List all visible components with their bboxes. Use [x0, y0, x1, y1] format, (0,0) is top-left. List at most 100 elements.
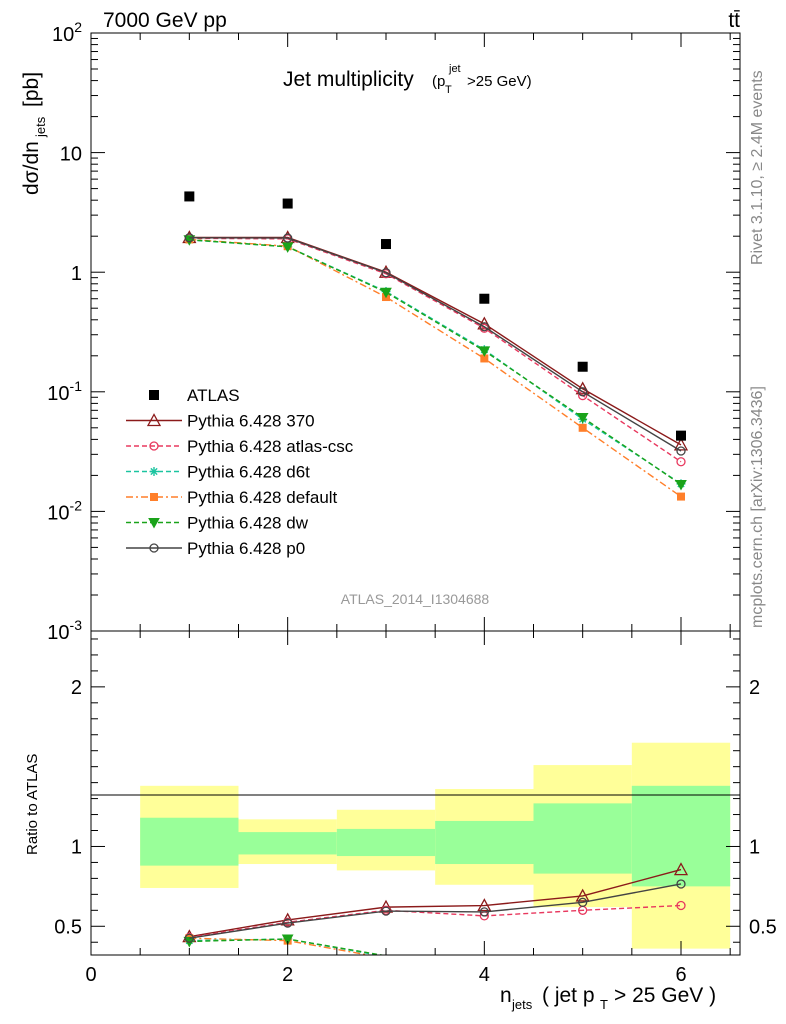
- main-series-point: [380, 287, 392, 299]
- legend-marker: [148, 518, 160, 529]
- ratio-series-point: [283, 918, 293, 928]
- legend-marker: [149, 467, 159, 476]
- x-tick-label: 4: [479, 964, 490, 986]
- main-series-point: [578, 387, 588, 397]
- main-series-line: [189, 238, 682, 486]
- atlas-data-point: [184, 191, 195, 202]
- main-series-line: [189, 237, 682, 463]
- ratio-series-line: [189, 868, 682, 938]
- y-label-dsigma: dσ/dn: [20, 141, 43, 195]
- ratio-series-point: [673, 862, 689, 876]
- main-y-tick-label: 102: [52, 19, 82, 46]
- y-label-sub: jets: [33, 116, 48, 138]
- ratio-series-line: [189, 883, 682, 939]
- x-axis-label: n jets ( jet p T > 25 GeV ): [500, 984, 716, 1012]
- legend: ATLAS Pythia 6.428 370 Pythia 6.428 atlas-…: [126, 386, 354, 558]
- x-tick-label: 6: [675, 964, 686, 986]
- legend-marker: [149, 543, 159, 553]
- legend-marker: [149, 441, 159, 451]
- ratio-y-tick-label: 2: [71, 677, 82, 699]
- process-label: tt̄: [728, 9, 740, 32]
- main-series-point: [676, 457, 686, 467]
- main-y-tick-label: 10-1: [47, 378, 82, 405]
- main-y-tick-label: 10-3: [47, 617, 82, 644]
- x-label-cut: > 25 GeV ): [614, 984, 716, 1007]
- main-y-ticks: 10-3 10-2 10-1 1 10 102: [47, 19, 740, 644]
- ratio-y-label: Ratio to ATLAS: [24, 754, 41, 855]
- ratio-series-point: [676, 879, 686, 889]
- main-panel: 10-3 10-2 10-1 1 10 102 Jet multiplicity (p T…: [20, 19, 741, 644]
- ratio-series-line: [189, 937, 373, 955]
- atlas-data-points: [184, 191, 686, 441]
- ratio-series-line: [189, 904, 682, 939]
- x-label-sub: jets: [511, 997, 533, 1012]
- main-series-point: [480, 354, 489, 363]
- energy-label: 7000 GeV pp: [103, 9, 227, 32]
- main-series-point: [479, 322, 489, 332]
- title-paren-open: (p: [432, 73, 445, 90]
- ratio-series-point: [477, 898, 492, 912]
- x-tick-label: 0: [85, 964, 96, 986]
- x-label-paren: ( jet p: [542, 984, 595, 1007]
- ratio-series-point: [281, 934, 294, 946]
- ratio-series-point: [479, 907, 489, 917]
- x-tick-label: 2: [282, 964, 293, 986]
- mcplots-label: mcplots.cern.ch [arXiv:1306.3436]: [749, 386, 766, 628]
- main-series-point: [578, 423, 587, 432]
- ratio-band-inner: [238, 832, 337, 855]
- y-label-unit: [pb]: [20, 72, 43, 107]
- ratio-bands: [140, 742, 731, 949]
- chart-title-suffix: (p T jet >25 GeV): [432, 63, 532, 96]
- main-series-point: [281, 242, 294, 253]
- ratio-band-inner: [631, 785, 731, 887]
- ratio-series-point: [381, 906, 391, 916]
- legend-label: Pythia 6.428 d6t: [187, 463, 310, 482]
- main-series: [182, 230, 689, 501]
- legend-label: Pythia 6.428 370: [187, 412, 315, 431]
- title-sup-jet: jet: [448, 63, 461, 75]
- x-label-n: n: [500, 984, 512, 1007]
- ratio-band-inner: [336, 828, 436, 857]
- atlas-data-point: [282, 198, 293, 209]
- atlas-data-point: [577, 361, 588, 372]
- main-series-point: [675, 479, 687, 491]
- ratio-series-line: [189, 938, 386, 955]
- atlas-data-point: [676, 430, 686, 441]
- ratio-y-tick-label-right: 0.5: [749, 916, 777, 938]
- watermark: ATLAS_2014_I1304688: [341, 591, 490, 607]
- y-axis-label: dσ/dn jets [pb]: [20, 72, 48, 195]
- chart-title: Jet multiplicity: [283, 68, 414, 91]
- legend-label: Pythia 6.428 atlas-csc: [187, 437, 354, 456]
- ratio-y-tick-label: 1: [71, 836, 82, 858]
- main-series-line: [189, 237, 682, 452]
- ratio-series-point: [575, 888, 590, 902]
- main-series-line: [189, 238, 682, 498]
- main-series-point: [184, 233, 194, 243]
- legend-label: Pythia 6.428 p0: [187, 539, 305, 558]
- ratio-y-tick-label: 0.5: [54, 916, 82, 938]
- title-cut: >25 GeV): [467, 73, 532, 90]
- ratio-y-ticks: 0.5 0.5 1 1 2 2: [54, 638, 777, 943]
- atlas-data-point: [479, 293, 490, 304]
- ratio-panel: 0.5 0.5 1 1 2 2 0 2 4 6 Ratio to ATLAS n jets ( …: [24, 630, 777, 1012]
- ratio-plot-frame: [90, 630, 741, 956]
- ratio-band-inner: [533, 803, 632, 874]
- main-series-point: [677, 492, 685, 501]
- legend-label: ATLAS: [187, 386, 240, 405]
- main-series-point: [478, 346, 491, 357]
- ratio-y-tick-label-right: 2: [749, 677, 760, 699]
- legend-label: Pythia 6.428 default: [187, 488, 338, 507]
- atlas-data-point: [381, 239, 391, 250]
- title-sub-T: T: [445, 84, 452, 96]
- ratio-x-ticks: 0 2 4 6: [85, 631, 731, 986]
- ratio-series-point: [578, 897, 588, 907]
- ratio-band-inner: [435, 820, 534, 865]
- ratio-band-inner: [140, 817, 239, 866]
- ratio-y-tick-label-right: 1: [749, 836, 760, 858]
- ratio-series-point: [184, 933, 194, 943]
- main-series-point: [283, 233, 293, 243]
- main-y-tick-label: 10-2: [47, 497, 82, 524]
- main-series-point: [676, 446, 686, 456]
- main-series-point: [576, 412, 589, 424]
- main-x-ticks: [90, 33, 731, 631]
